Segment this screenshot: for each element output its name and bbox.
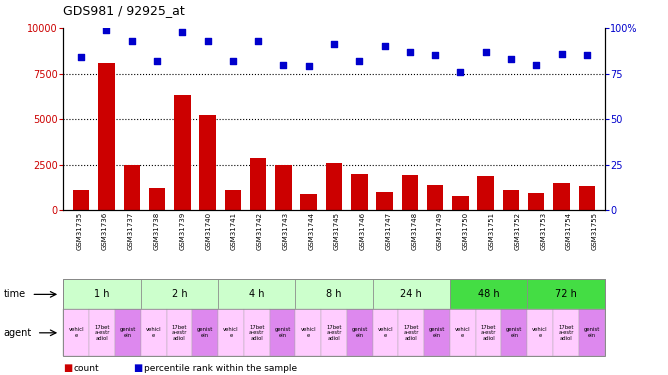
Text: GSM31755: GSM31755 bbox=[592, 212, 598, 250]
Point bbox=[354, 58, 365, 64]
Bar bbox=[98, 63, 115, 210]
Point bbox=[101, 27, 112, 33]
Text: 17bet
a-estr
adiol: 17bet a-estr adiol bbox=[326, 324, 342, 341]
Text: vehicl
e: vehicl e bbox=[146, 327, 162, 338]
Text: 24 h: 24 h bbox=[400, 290, 422, 299]
Text: 1 h: 1 h bbox=[94, 290, 110, 299]
Point bbox=[379, 44, 390, 50]
Text: genist
ein: genist ein bbox=[275, 327, 291, 338]
Bar bbox=[224, 190, 241, 210]
Point bbox=[278, 62, 289, 68]
Bar bbox=[275, 165, 292, 210]
Point bbox=[202, 38, 213, 44]
Text: GSM31740: GSM31740 bbox=[205, 212, 211, 250]
Text: 17bet
a-estr
adiol: 17bet a-estr adiol bbox=[249, 324, 265, 341]
Text: GSM31749: GSM31749 bbox=[437, 212, 443, 250]
Text: vehicl
e: vehicl e bbox=[377, 327, 393, 338]
Bar bbox=[478, 176, 494, 210]
Point bbox=[430, 53, 440, 58]
Text: 17bet
a-estr
adiol: 17bet a-estr adiol bbox=[481, 324, 496, 341]
Text: GSM31742: GSM31742 bbox=[257, 212, 263, 250]
Point bbox=[228, 58, 238, 64]
Bar bbox=[73, 190, 90, 210]
Text: 48 h: 48 h bbox=[478, 290, 500, 299]
Point bbox=[152, 58, 162, 64]
Text: GSM31743: GSM31743 bbox=[283, 212, 289, 250]
Text: GSM31746: GSM31746 bbox=[360, 212, 366, 250]
Bar bbox=[401, 174, 418, 210]
Text: time: time bbox=[3, 290, 25, 299]
Text: 17bet
a-estr
adiol: 17bet a-estr adiol bbox=[558, 324, 574, 341]
Point bbox=[329, 42, 339, 48]
Text: GSM31748: GSM31748 bbox=[411, 212, 418, 250]
Text: 8 h: 8 h bbox=[326, 290, 342, 299]
Text: ■: ■ bbox=[63, 363, 73, 373]
Text: GSM31751: GSM31751 bbox=[488, 212, 494, 250]
Text: GSM31747: GSM31747 bbox=[385, 212, 391, 250]
Text: GSM31752: GSM31752 bbox=[514, 212, 520, 250]
Text: GSM31738: GSM31738 bbox=[154, 212, 160, 250]
Text: vehicl
e: vehicl e bbox=[301, 327, 316, 338]
Text: GSM31737: GSM31737 bbox=[128, 212, 134, 250]
Text: genist
ein: genist ein bbox=[429, 327, 446, 338]
Point bbox=[303, 63, 314, 69]
Point bbox=[75, 54, 86, 60]
Text: genist
ein: genist ein bbox=[120, 327, 136, 338]
Bar bbox=[199, 116, 216, 210]
Point bbox=[405, 49, 415, 55]
Text: 72 h: 72 h bbox=[555, 290, 577, 299]
Text: GSM31735: GSM31735 bbox=[76, 212, 82, 250]
Point bbox=[455, 69, 466, 75]
Bar bbox=[553, 183, 570, 210]
Text: 17bet
a-estr
adiol: 17bet a-estr adiol bbox=[94, 324, 110, 341]
Point bbox=[126, 38, 137, 44]
Text: GSM31744: GSM31744 bbox=[308, 212, 314, 250]
Bar bbox=[149, 188, 165, 210]
Text: genist
ein: genist ein bbox=[197, 327, 213, 338]
Bar bbox=[250, 158, 267, 210]
Point bbox=[582, 53, 593, 58]
Bar bbox=[376, 192, 393, 210]
Text: GSM31753: GSM31753 bbox=[540, 212, 546, 250]
Text: GSM31741: GSM31741 bbox=[231, 212, 237, 250]
Bar bbox=[124, 165, 140, 210]
Point bbox=[177, 29, 188, 35]
Bar bbox=[301, 194, 317, 210]
Text: genist
ein: genist ein bbox=[583, 327, 600, 338]
Bar bbox=[452, 196, 469, 210]
Bar bbox=[174, 95, 190, 210]
Text: vehicl
e: vehicl e bbox=[455, 327, 471, 338]
Bar bbox=[326, 163, 342, 210]
Text: genist
ein: genist ein bbox=[351, 327, 368, 338]
Bar bbox=[351, 174, 367, 210]
Text: percentile rank within the sample: percentile rank within the sample bbox=[144, 364, 297, 373]
Text: 17bet
a-estr
adiol: 17bet a-estr adiol bbox=[403, 324, 419, 341]
Text: vehicl
e: vehicl e bbox=[532, 327, 548, 338]
Point bbox=[480, 49, 491, 55]
Bar bbox=[427, 186, 444, 210]
Bar bbox=[503, 190, 519, 210]
Point bbox=[531, 62, 542, 68]
Bar bbox=[528, 193, 544, 210]
Text: ■: ■ bbox=[134, 363, 143, 373]
Point bbox=[253, 38, 263, 44]
Text: GSM31736: GSM31736 bbox=[102, 212, 108, 250]
Text: agent: agent bbox=[3, 328, 31, 338]
Text: GSM31754: GSM31754 bbox=[566, 212, 572, 250]
Text: GSM31750: GSM31750 bbox=[463, 212, 469, 250]
Point bbox=[556, 51, 567, 57]
Text: 2 h: 2 h bbox=[172, 290, 187, 299]
Text: GSM31745: GSM31745 bbox=[334, 212, 340, 250]
Text: vehicl
e: vehicl e bbox=[223, 327, 238, 338]
Text: GDS981 / 92925_at: GDS981 / 92925_at bbox=[63, 4, 185, 17]
Text: vehicl
e: vehicl e bbox=[69, 327, 84, 338]
Text: count: count bbox=[73, 364, 99, 373]
Text: 4 h: 4 h bbox=[249, 290, 265, 299]
Text: 17bet
a-estr
adiol: 17bet a-estr adiol bbox=[172, 324, 187, 341]
Text: GSM31739: GSM31739 bbox=[180, 212, 186, 250]
Point bbox=[506, 56, 516, 62]
Text: genist
ein: genist ein bbox=[506, 327, 522, 338]
Bar bbox=[578, 186, 595, 210]
